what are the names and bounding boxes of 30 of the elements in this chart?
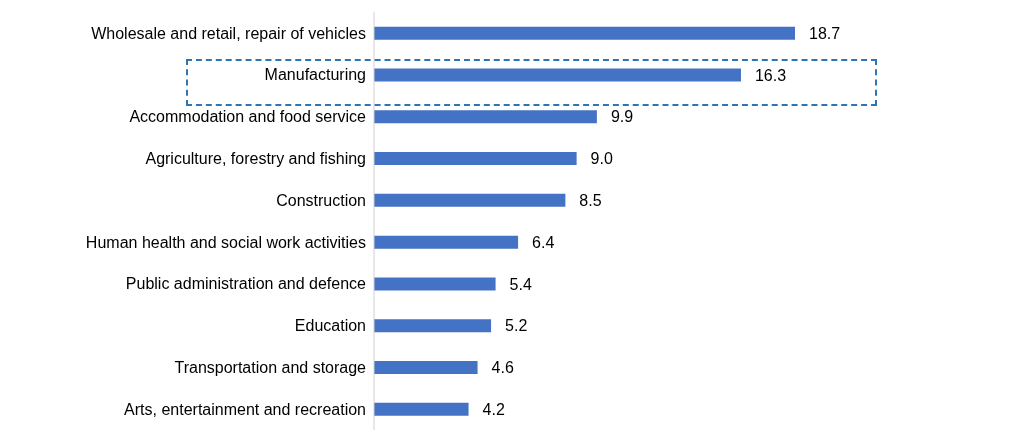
- bar: [374, 110, 597, 124]
- bar: [374, 319, 492, 333]
- data-label: 18.7: [809, 24, 841, 42]
- y-tick-label: Agriculture, forestry and fishing: [145, 149, 366, 167]
- bar: [374, 402, 469, 416]
- y-tick-label: Public administration and defence: [125, 275, 367, 293]
- y-tick-label: Wholesale and retail, repair of vehicles: [91, 24, 366, 42]
- y-tick-label: Human health and social work activities: [85, 233, 366, 251]
- data-label: 16.3: [754, 66, 787, 84]
- bar: [374, 68, 741, 82]
- y-tick-label: Transportation and storage: [174, 358, 367, 376]
- y-tick-label: Manufacturing: [264, 66, 366, 84]
- data-label: 9.0: [590, 150, 613, 168]
- bar: [374, 235, 519, 249]
- data-label: 5.4: [509, 275, 532, 293]
- data-label: 4.6: [491, 359, 514, 377]
- bar: [374, 193, 566, 207]
- data-label: 8.5: [579, 192, 602, 210]
- bar: [374, 277, 496, 291]
- y-tick-label: Arts, entertainment and recreation: [124, 400, 366, 418]
- bar: [374, 26, 795, 40]
- y-tick-label: Construction: [276, 191, 366, 209]
- y-tick-label: Education: [294, 317, 366, 335]
- data-label: 6.4: [532, 233, 555, 251]
- data-label: 9.9: [610, 108, 634, 126]
- y-tick-label: Accommodation and food service: [129, 108, 367, 126]
- bar: [374, 152, 577, 166]
- data-label: 4.2: [482, 401, 505, 419]
- data-label: 5.2: [505, 317, 528, 335]
- bar: [374, 361, 478, 375]
